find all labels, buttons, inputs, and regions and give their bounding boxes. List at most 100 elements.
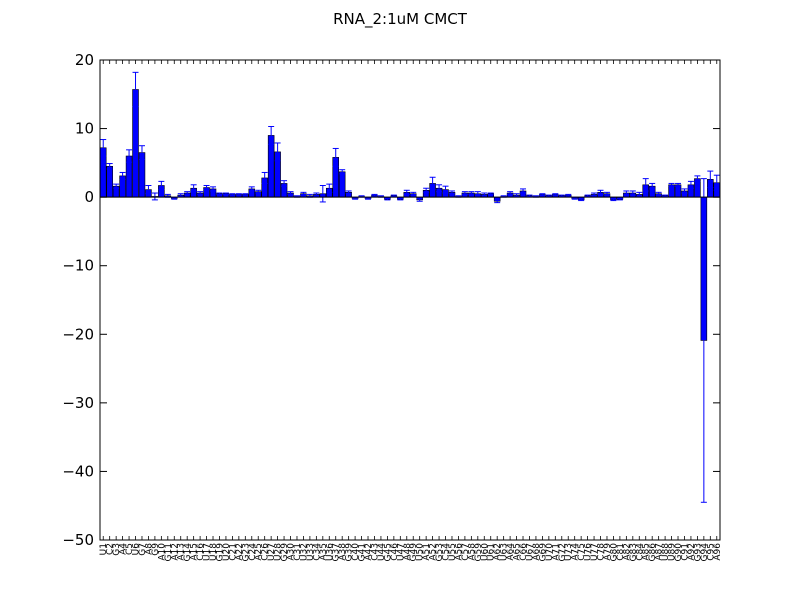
errorbar-A79 bbox=[603, 191, 610, 196]
x-tick-label: U88 bbox=[661, 543, 671, 561]
x-tick-label: G94 bbox=[700, 543, 710, 562]
x-tick-label: U89 bbox=[668, 543, 678, 561]
x-tick-label: G86 bbox=[648, 543, 658, 562]
x-tick-label: U77 bbox=[590, 543, 600, 561]
x-tick-label: U73 bbox=[564, 543, 574, 561]
errorbar-G45 bbox=[384, 198, 391, 201]
x-tick-label: A58 bbox=[467, 543, 477, 561]
errorbar-C57 bbox=[461, 191, 468, 195]
x-tick-label: U50 bbox=[416, 543, 426, 561]
errorbar-U6 bbox=[132, 71, 139, 108]
x-tick-label: G19 bbox=[215, 543, 225, 562]
errorbar-G59 bbox=[474, 191, 481, 197]
errorbar-C75 bbox=[578, 198, 585, 202]
x-tick-label: G90 bbox=[674, 543, 684, 562]
x-tick-label: C2 bbox=[106, 543, 116, 555]
errorbar-A87 bbox=[655, 191, 662, 196]
x-tick-label: C81 bbox=[616, 543, 626, 561]
errorbar-G90 bbox=[675, 182, 682, 187]
errorbar-G83 bbox=[629, 190, 636, 196]
bar-A38 bbox=[338, 171, 346, 198]
errorbar-U50 bbox=[416, 198, 423, 202]
y-tick-label: 20 bbox=[75, 51, 94, 69]
x-tick-label: A71 bbox=[551, 543, 561, 561]
x-tick-label: U36 bbox=[325, 543, 335, 561]
x-tick-label: A74 bbox=[571, 543, 581, 561]
errorbar-A62 bbox=[494, 199, 501, 204]
errorbar-G53 bbox=[436, 184, 443, 193]
errorbar-U1 bbox=[100, 139, 107, 157]
errorbar-A4 bbox=[119, 171, 126, 180]
x-tick-label: C46 bbox=[390, 543, 400, 561]
errorbar-U76 bbox=[584, 194, 591, 197]
x-tick-label: U63 bbox=[500, 543, 510, 561]
x-tick-label: A68 bbox=[532, 543, 542, 561]
x-tick-label: U28 bbox=[274, 543, 284, 561]
x-tick-label: G23 bbox=[241, 543, 251, 561]
x-tick-label: U60 bbox=[480, 543, 490, 561]
x-tick-label: G69 bbox=[538, 543, 548, 562]
errorbar-U27 bbox=[268, 126, 275, 145]
errorbar-G80 bbox=[610, 198, 617, 202]
errorbar-U28 bbox=[274, 142, 281, 162]
errorbar-U77 bbox=[591, 192, 598, 197]
errorbar-C66 bbox=[520, 188, 527, 194]
errorbar-G49 bbox=[410, 191, 417, 196]
x-tick-label: A8 bbox=[144, 543, 154, 555]
x-tick-label: U33 bbox=[306, 543, 316, 561]
y-tick-label: 10 bbox=[75, 120, 94, 138]
x-tick-label: G3 bbox=[112, 543, 122, 556]
errorbar-C84 bbox=[636, 191, 643, 197]
x-tick-label: G49 bbox=[409, 543, 419, 562]
x-tick-label: U27 bbox=[267, 543, 277, 561]
errorbar-A10 bbox=[158, 180, 165, 191]
x-tick-label: G39 bbox=[345, 543, 355, 562]
x-tick-label: U1 bbox=[99, 543, 109, 555]
errorbar-U47 bbox=[397, 198, 404, 201]
x-tick-label: A42 bbox=[364, 543, 374, 561]
x-tick-label: G9 bbox=[151, 543, 161, 556]
x-tick-label: U18 bbox=[209, 543, 219, 561]
errorbar-A42 bbox=[365, 197, 372, 200]
x-tick-label: C16 bbox=[196, 543, 206, 561]
x-tick-label: A48 bbox=[403, 543, 413, 561]
y-tick-label: −20 bbox=[62, 325, 94, 343]
errorbar-C46 bbox=[390, 194, 397, 197]
x-tick-label: A82 bbox=[622, 543, 632, 561]
x-tick-label: A30 bbox=[287, 543, 297, 561]
x-tick-label: C66 bbox=[519, 543, 529, 561]
x-tick-label: C75 bbox=[577, 543, 587, 561]
errorbar-U61 bbox=[487, 192, 494, 195]
x-tick-label: A65 bbox=[513, 543, 523, 561]
x-tick-label: A87 bbox=[655, 543, 665, 561]
y-tick-label: −30 bbox=[62, 394, 94, 412]
errorbar-G19 bbox=[216, 192, 223, 195]
y-tick-label: −10 bbox=[62, 257, 94, 275]
x-tick-label: G37 bbox=[332, 543, 342, 561]
x-tick-label: A25 bbox=[254, 543, 264, 561]
errorbar-C95 bbox=[707, 170, 714, 189]
errorbar-A85 bbox=[642, 178, 649, 192]
x-tick-label: G80 bbox=[609, 543, 619, 562]
errorbar-C54 bbox=[442, 185, 449, 194]
errorbar-C26 bbox=[261, 171, 268, 184]
x-tick-label: U17 bbox=[203, 543, 213, 561]
x-tick-label: C54 bbox=[442, 543, 452, 561]
x-tick-label: U61 bbox=[487, 543, 497, 561]
x-tick-label: A56 bbox=[454, 543, 464, 561]
errorbar-U17 bbox=[203, 184, 210, 191]
errorbar-U32 bbox=[300, 191, 307, 196]
errorbar-U89 bbox=[668, 182, 675, 187]
errorbar-C24 bbox=[248, 186, 255, 192]
errorbar-A22 bbox=[235, 193, 242, 196]
errorbar-G9 bbox=[151, 192, 158, 201]
x-tick-label: A10 bbox=[157, 543, 167, 561]
y-tick-label: −40 bbox=[62, 462, 94, 480]
y-tick-label: −50 bbox=[62, 531, 94, 549]
x-tick-label: U6 bbox=[132, 543, 142, 556]
errorbar-C34 bbox=[313, 192, 320, 197]
errorbar-U60 bbox=[481, 192, 488, 197]
errorbar-A65 bbox=[513, 193, 520, 197]
errorbar-A15 bbox=[190, 184, 197, 193]
